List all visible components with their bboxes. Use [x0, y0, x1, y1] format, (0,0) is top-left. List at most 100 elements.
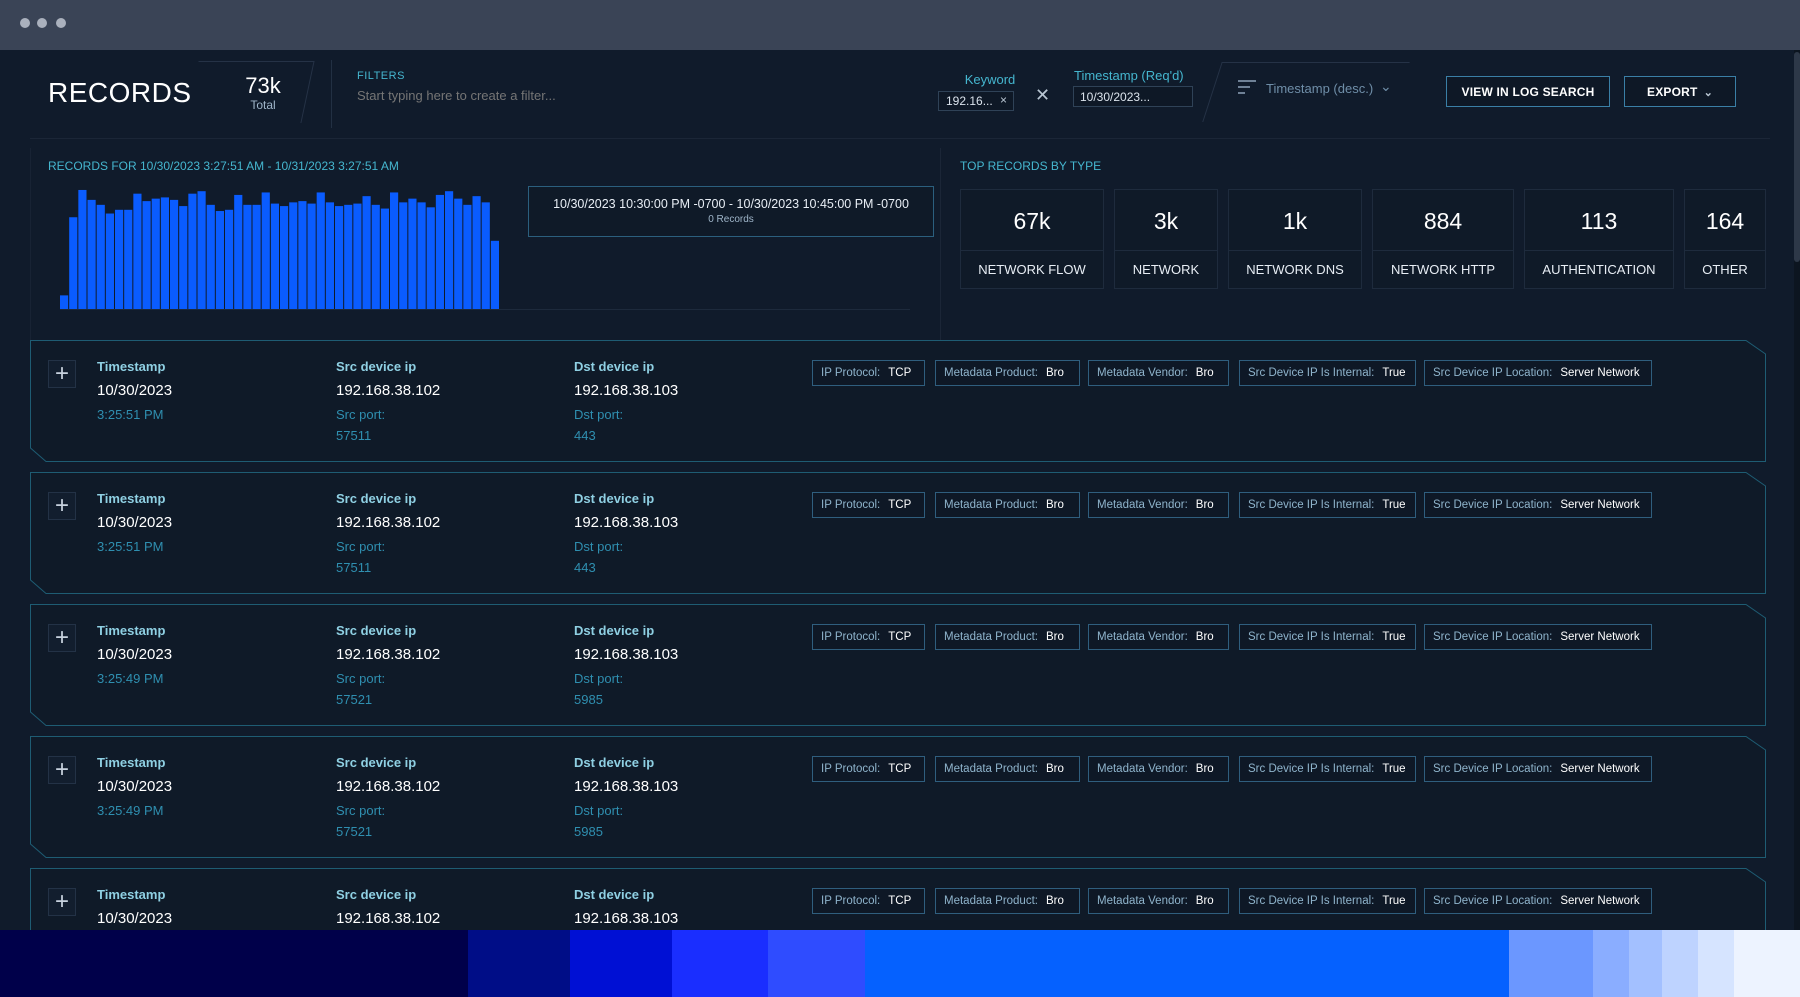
- histogram-bar[interactable]: [170, 199, 179, 309]
- histogram-bar[interactable]: [234, 194, 243, 309]
- tag-metadata-vendor[interactable]: Metadata Vendor: Bro: [1088, 756, 1229, 782]
- histogram-bar[interactable]: [417, 202, 426, 309]
- record-row[interactable]: + Timestamp 10/30/2023 3:25:51 PM Src de…: [30, 472, 1766, 594]
- tag-metadata-product[interactable]: Metadata Product: Bro: [935, 888, 1080, 914]
- window-close-dot[interactable]: [20, 18, 30, 28]
- histogram-bar[interactable]: [463, 204, 472, 309]
- tag-src-ip-internal[interactable]: Src Device IP Is Internal: True: [1239, 624, 1416, 650]
- histogram-bar[interactable]: [179, 206, 188, 309]
- type-card-authentication[interactable]: 113 AUTHENTICATION: [1524, 189, 1674, 289]
- type-card-network[interactable]: 3k NETWORK: [1114, 189, 1218, 289]
- histogram-bar[interactable]: [426, 207, 435, 309]
- tag-ip-protocol[interactable]: IP Protocol: TCP: [812, 888, 925, 914]
- histogram-bar[interactable]: [280, 206, 289, 309]
- histogram-bar[interactable]: [115, 209, 124, 309]
- tag-ip-protocol[interactable]: IP Protocol: TCP: [812, 624, 925, 650]
- histogram-bar[interactable]: [454, 198, 463, 309]
- tag-src-ip-internal[interactable]: Src Device IP Is Internal: True: [1239, 756, 1416, 782]
- histogram-bar[interactable]: [298, 201, 307, 309]
- histogram-bar[interactable]: [160, 197, 169, 309]
- tag-src-ip-location[interactable]: Src Device IP Location: Server Network: [1424, 756, 1652, 782]
- vertical-scrollbar[interactable]: [1794, 50, 1800, 930]
- tag-metadata-product[interactable]: Metadata Product: Bro: [935, 360, 1080, 386]
- histogram-bar[interactable]: [399, 202, 408, 309]
- tag-ip-protocol[interactable]: IP Protocol: TCP: [812, 492, 925, 518]
- window-minimize-dot[interactable]: [37, 18, 47, 28]
- histogram-bar[interactable]: [188, 193, 197, 309]
- histogram-bar[interactable]: [362, 196, 371, 309]
- histogram-bar[interactable]: [380, 208, 389, 309]
- tag-src-ip-internal[interactable]: Src Device IP Is Internal: True: [1239, 888, 1416, 914]
- histogram-bar[interactable]: [142, 201, 151, 309]
- tag-src-ip-internal[interactable]: Src Device IP Is Internal: True: [1239, 360, 1416, 386]
- histogram-bar[interactable]: [390, 192, 399, 309]
- tag-metadata-product[interactable]: Metadata Product: Bro: [935, 492, 1080, 518]
- tag-src-ip-location[interactable]: Src Device IP Location: Server Network: [1424, 624, 1652, 650]
- records-histogram[interactable]: [60, 185, 500, 309]
- tag-metadata-product[interactable]: Metadata Product: Bro: [935, 756, 1080, 782]
- histogram-bar[interactable]: [445, 191, 454, 309]
- histogram-bar[interactable]: [60, 295, 69, 309]
- timestamp-filter-field[interactable]: 10/30/2023...: [1073, 86, 1193, 107]
- histogram-bar[interactable]: [490, 240, 499, 309]
- histogram-bar[interactable]: [78, 189, 87, 309]
- histogram-bar[interactable]: [435, 194, 444, 309]
- record-row[interactable]: + Timestamp 10/30/2023 3:25:49 PM Src de…: [30, 736, 1766, 858]
- histogram-bar[interactable]: [206, 204, 215, 309]
- tag-metadata-vendor[interactable]: Metadata Vendor: Bro: [1088, 492, 1229, 518]
- record-row[interactable]: + Timestamp 10/30/2023 Src device ip 192…: [30, 868, 1766, 930]
- histogram-bar[interactable]: [408, 198, 417, 309]
- tag-src-ip-location[interactable]: Src Device IP Location: Server Network: [1424, 888, 1652, 914]
- tag-src-ip-internal[interactable]: Src Device IP Is Internal: True: [1239, 492, 1416, 518]
- histogram-bar[interactable]: [124, 209, 133, 309]
- tag-metadata-product[interactable]: Metadata Product: Bro: [935, 624, 1080, 650]
- histogram-bar[interactable]: [481, 202, 490, 309]
- expand-record-button[interactable]: +: [48, 360, 76, 388]
- histogram-bar[interactable]: [261, 192, 270, 309]
- histogram-bar[interactable]: [289, 202, 298, 309]
- clear-keyword-icon[interactable]: ✕: [1035, 85, 1051, 105]
- histogram-bar[interactable]: [215, 211, 224, 309]
- histogram-bar[interactable]: [325, 202, 334, 309]
- tag-metadata-vendor[interactable]: Metadata Vendor: Bro: [1088, 624, 1229, 650]
- record-row[interactable]: + Timestamp 10/30/2023 3:25:51 PM Src de…: [30, 340, 1766, 462]
- histogram-bar[interactable]: [371, 204, 380, 309]
- histogram-bar[interactable]: [252, 204, 261, 309]
- sort-dropdown[interactable]: Timestamp (desc.): [1266, 81, 1374, 96]
- histogram-bar[interactable]: [353, 203, 362, 309]
- histogram-bar[interactable]: [225, 209, 234, 309]
- keyword-chip[interactable]: 192.16... ×: [938, 91, 1014, 111]
- tag-metadata-vendor[interactable]: Metadata Vendor: Bro: [1088, 360, 1229, 386]
- histogram-bar[interactable]: [316, 192, 325, 309]
- type-card-network-http[interactable]: 884 NETWORK HTTP: [1372, 189, 1514, 289]
- tag-ip-protocol[interactable]: IP Protocol: TCP: [812, 756, 925, 782]
- histogram-bar[interactable]: [96, 204, 105, 309]
- export-button[interactable]: EXPORT ⌄: [1624, 76, 1736, 107]
- tag-src-ip-location[interactable]: Src Device IP Location: Server Network: [1424, 360, 1652, 386]
- window-maximize-dot[interactable]: [56, 18, 66, 28]
- type-card-network-dns[interactable]: 1k NETWORK DNS: [1228, 189, 1362, 289]
- histogram-bar[interactable]: [133, 193, 142, 309]
- histogram-bar[interactable]: [87, 199, 96, 309]
- view-in-log-search-button[interactable]: VIEW IN LOG SEARCH: [1446, 76, 1610, 107]
- expand-record-button[interactable]: +: [48, 492, 76, 520]
- histogram-bar[interactable]: [105, 213, 114, 309]
- histogram-bar[interactable]: [472, 196, 481, 309]
- histogram-bar[interactable]: [270, 203, 279, 309]
- tag-metadata-vendor[interactable]: Metadata Vendor: Bro: [1088, 888, 1229, 914]
- histogram-bar[interactable]: [307, 203, 316, 309]
- scrollbar-thumb[interactable]: [1794, 52, 1800, 262]
- tag-ip-protocol[interactable]: IP Protocol: TCP: [812, 360, 925, 386]
- chevron-down-icon[interactable]: ⌄: [1380, 78, 1392, 94]
- expand-record-button[interactable]: +: [48, 888, 76, 916]
- histogram-bar[interactable]: [335, 206, 344, 309]
- histogram-bar[interactable]: [69, 217, 78, 309]
- expand-record-button[interactable]: +: [48, 624, 76, 652]
- tag-src-ip-location[interactable]: Src Device IP Location: Server Network: [1424, 492, 1652, 518]
- histogram-bar[interactable]: [344, 204, 353, 309]
- type-card-other[interactable]: 164 OTHER: [1684, 189, 1766, 289]
- chip-remove-icon[interactable]: ×: [999, 93, 1007, 107]
- record-row[interactable]: + Timestamp 10/30/2023 3:25:49 PM Src de…: [30, 604, 1766, 726]
- histogram-bar[interactable]: [197, 191, 206, 309]
- sort-icon[interactable]: [1238, 80, 1256, 96]
